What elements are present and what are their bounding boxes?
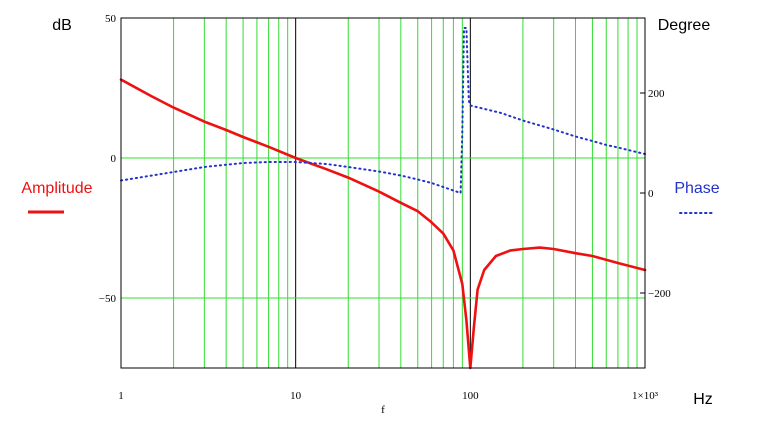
series-layer	[119, 27, 647, 370]
y-right-tick-label: −200	[648, 288, 671, 300]
y-right-tick-label: 200	[648, 88, 665, 100]
legend-phase: Phase	[674, 180, 720, 214]
legend-phase-label: Phase	[674, 180, 719, 197]
y-left-tick-label: 0	[111, 153, 117, 165]
y-left-unit-label: dB	[52, 17, 72, 34]
y-left-tick-label: 50	[105, 13, 117, 25]
phase-series-line	[120, 27, 646, 194]
tick-layer: 1 10 100 1×10³ 50 0 −50 200 0 −200	[99, 13, 671, 402]
x-unit-label: Hz	[693, 391, 713, 408]
y-left-tick-label: −50	[99, 293, 117, 305]
y-right-tick-label: 0	[648, 188, 654, 200]
legend-amplitude-label: Amplitude	[21, 180, 92, 197]
x-tick-label: 1	[118, 390, 124, 402]
x-tick-label: 1×10³	[632, 390, 659, 402]
x-tick-label: 10	[290, 390, 302, 402]
legend-amplitude: Amplitude	[21, 180, 93, 214]
x-tick-label: 100	[462, 390, 479, 402]
y-right-unit-label: Degree	[658, 17, 711, 34]
x-variable-label: f	[381, 404, 385, 416]
amplitude-series-line	[119, 78, 647, 370]
